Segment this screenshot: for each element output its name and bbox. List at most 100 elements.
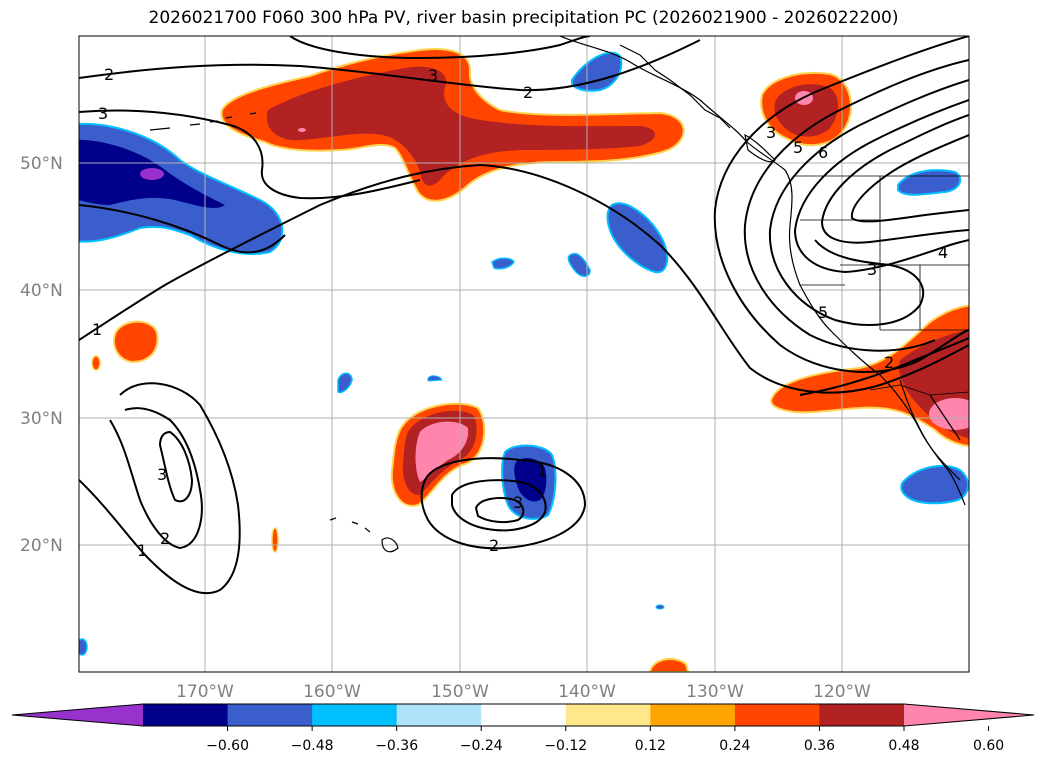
positive-anomaly-southwest [770, 304, 969, 448]
pv-contour-2-north [79, 39, 701, 92]
contour-label: 2 [104, 65, 114, 84]
alaska-panhandle-coastline [619, 44, 731, 129]
colorbar-segment [227, 704, 313, 726]
graticule [79, 36, 969, 672]
negative-anomaly-tiny-south [655, 604, 665, 610]
contour-label: 1 [92, 320, 102, 339]
strong-anomaly-pacific-nw [774, 84, 839, 137]
latitude-label: 50°N [20, 154, 63, 174]
colorbar-segment [481, 704, 567, 726]
contour-label: 1 [137, 541, 147, 560]
coastlines [149, 36, 966, 553]
pv-contour-ridge-1 [79, 382, 241, 595]
latitude-labels: 50°N 40°N 30°N 20°N [20, 154, 63, 556]
negative-anomaly-small-1 [567, 253, 591, 277]
contour-label: 5 [793, 138, 803, 157]
latitude-label: 20°N [20, 536, 63, 556]
contour-label: 3 [98, 104, 108, 123]
contour-label: 2 [884, 353, 894, 372]
longitude-label: 160°W [303, 682, 361, 702]
precipitation-shading [79, 48, 969, 672]
pv-contour-trough-5 [820, 114, 969, 244]
colorbar-segment [312, 704, 398, 726]
positive-anomaly-west-small [113, 320, 159, 364]
negative-anomaly-central [606, 202, 669, 274]
contour-label: 3 [513, 493, 523, 512]
map-layers: 2 3 2 3 4 3 5 6 1 3 5 2 1 3 2 1 3 2 [79, 36, 969, 672]
negative-anomaly-small-4 [427, 375, 443, 382]
negative-anomaly-small-2 [491, 257, 515, 270]
negative-anomaly-bottom-left [79, 638, 88, 656]
longitude-label: 130°W [686, 682, 744, 702]
longitude-label: 140°W [558, 682, 616, 702]
pv-contour-trough-1 [713, 36, 969, 373]
gulf-of-california-coastline [929, 394, 961, 441]
colorbar-tick-label: 0.12 [635, 738, 666, 754]
pv-contour-hawaii-cutoff-mid [451, 479, 547, 532]
colorbar-tick-label: 0.48 [888, 738, 919, 754]
contour-label: 5 [818, 303, 828, 322]
baja-coastline [899, 379, 966, 506]
contour-label: 6 [818, 143, 828, 162]
colorbar-tick-label: −0.60 [206, 738, 249, 754]
contour-label: 2 [160, 529, 170, 548]
figure-title: 2026021700 F060 300 hPa PV, river basin … [148, 8, 899, 28]
purple-negative-west [140, 168, 164, 180]
pink-anomaly-hawaii [415, 421, 469, 482]
pv-contour-hawaii-cutoff-inner [474, 497, 525, 524]
longitude-label: 120°W [813, 682, 871, 702]
colorbar-tick-label: −0.12 [544, 738, 587, 754]
pv-contour-trough-6 [850, 134, 969, 223]
pv-contour-3-north [79, 109, 421, 200]
contour-label: 3 [157, 465, 167, 484]
latitude-label: 30°N [20, 409, 63, 429]
contour-labels: 2 3 2 3 4 3 5 6 1 3 5 2 1 3 2 1 3 2 [92, 65, 948, 560]
colorbar-extend-min [12, 704, 143, 726]
pv-contour-2-west [79, 204, 286, 254]
colorbar-segment [396, 704, 482, 726]
longitude-label: 170°W [176, 682, 234, 702]
positive-anomaly-tiny-south [271, 527, 279, 553]
contour-label: 4 [938, 243, 948, 262]
colorbar: −0.60 −0.48 −0.36 −0.24 −0.12 0.12 0.24 0.36 0.4… [11, 703, 1035, 754]
colorbar-tick-label: 0.24 [719, 738, 750, 754]
hawaiian-islands [329, 517, 399, 553]
longitude-label: 150°W [431, 682, 489, 702]
pv-contour-trough-4 [793, 99, 969, 274]
colorbar-extend-max [904, 704, 1034, 726]
north-america-coastline [559, 36, 961, 481]
contour-label: 3 [766, 123, 776, 142]
colorbar-segment [143, 704, 229, 726]
map-frame [78, 35, 970, 673]
contour-label: 3 [428, 66, 438, 85]
pv-contour-southwest-2 [799, 337, 969, 396]
latitude-label: 40°N [20, 281, 63, 301]
positive-anomaly-tiny-west [91, 355, 101, 371]
pv-contour-ridge-2 [109, 407, 203, 550]
strong-anomaly-core-north [298, 128, 306, 132]
pv-contour-1-west [79, 163, 969, 394]
colorbar-segment [819, 704, 905, 726]
pink-anomaly-southwest [929, 398, 969, 430]
colorbar-tick-label: 0.60 [973, 738, 1004, 754]
contour-label: 2 [523, 83, 533, 102]
pv-contour-upper-north [289, 36, 591, 60]
colorbar-segment [734, 704, 820, 726]
colorbar-segment [565, 704, 651, 726]
pv-contour-hawaii-cutoff-outer [420, 457, 587, 550]
colorbar-tick-label: −0.48 [291, 738, 334, 754]
contour-label: 2 [489, 536, 499, 555]
contour-label: 1 [537, 461, 547, 480]
pv-contours [79, 36, 969, 595]
colorbar-tick-label: 0.36 [804, 738, 835, 754]
colorbar-tick-label: −0.24 [460, 738, 503, 754]
us-mexico-border [869, 384, 969, 396]
negative-anomaly-small-3 [337, 372, 353, 394]
colorbar-segment [650, 704, 736, 726]
pv-contour-trough-2 [743, 59, 969, 352]
colorbar-outline [11, 703, 1035, 727]
strong-anomaly-band-north [266, 66, 655, 186]
longitude-labels: 170°W 160°W 150°W 140°W 130°W 120°W [176, 682, 871, 702]
contour-label: 3 [867, 260, 877, 279]
